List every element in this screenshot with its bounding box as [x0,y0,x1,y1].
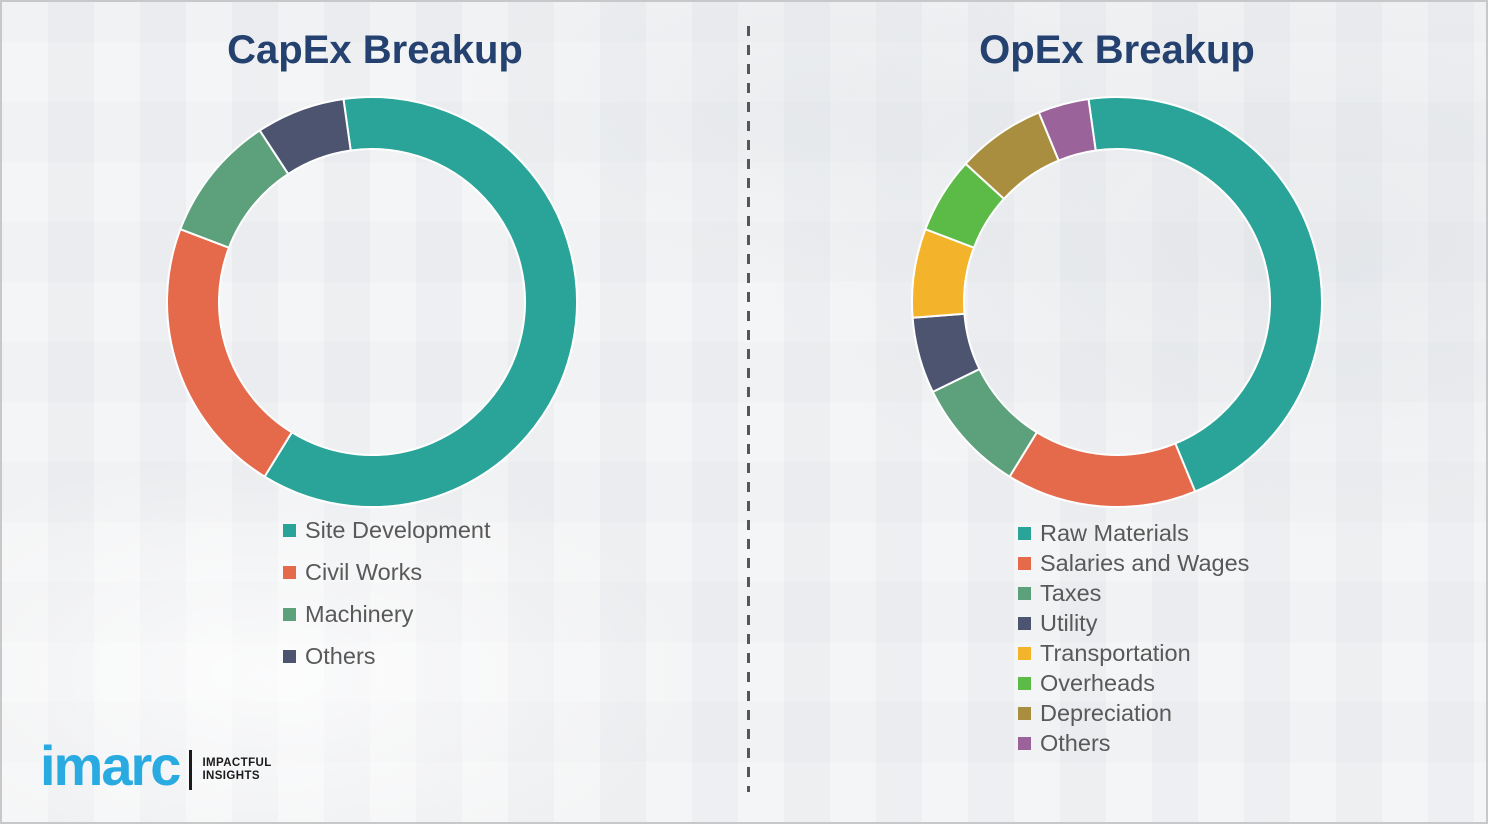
legend-swatch [1018,556,1031,570]
legend-swatch [1018,586,1031,600]
logo-tagline: IMPACTFUL INSIGHTS [202,757,271,784]
legend-label: Site Development [305,517,491,543]
legend-swatch [283,523,296,537]
imarc-logo-wordmark: imarc [40,734,181,797]
legend-item: Utility [1018,611,1249,635]
legend-label: Transportation [1040,640,1191,666]
legend-label: Raw Materials [1040,520,1189,546]
legend-swatch [283,649,296,663]
donut-segment-others [258,97,352,175]
legend-label: Others [1040,730,1111,756]
legend-label: Machinery [305,601,414,627]
legend-label: Overheads [1040,670,1155,696]
opex-chart-title: OpEx Breakup [979,28,1255,72]
legend-swatch [1018,526,1031,540]
legend-label: Salaries and Wages [1040,550,1250,576]
legend-swatch [1018,616,1031,630]
legend-swatch [283,565,296,579]
donut-segment-others [1037,97,1097,162]
legend-item: Others [1018,731,1249,755]
legend-swatch [283,607,296,621]
opex-legend: Raw Materials Salaries and Wages Taxes Util… [1018,521,1249,755]
legend-item: Taxes [1018,581,1249,605]
legend-swatch [1018,646,1031,660]
imarc-logo: imarc IMPACTFUL INSIGHTS [40,738,272,794]
legend-item: Overheads [1018,671,1249,695]
legend-label: Others [305,643,376,669]
logo-divider-bar [189,750,193,790]
capex-legend: Site Development Civil Works Machinery Othe… [283,518,491,668]
donut-segment-civil-works [166,228,293,478]
legend-item: Salaries and Wages [1018,551,1249,575]
legend-item: Transportation [1018,641,1249,665]
legend-label: Depreciation [1040,700,1172,726]
legend-item: Others [283,644,491,668]
legend-item: Site Development [283,518,491,542]
legend-item: Machinery [283,602,491,626]
opex-donut-chart [911,96,1323,508]
logo-tagline-line2: INSIGHTS [202,770,260,782]
legend-label: Civil Works [305,559,423,585]
panel-divider-dashed-line [747,26,750,792]
legend-item: Raw Materials [1018,521,1249,545]
legend-item: Civil Works [283,560,491,584]
logo-tagline-line1: IMPACTFUL [202,756,272,769]
capex-chart-title: CapEx Breakup [227,28,523,72]
capex-donut-chart [166,96,578,508]
donut-segment-raw-materials [1087,96,1323,493]
legend-label: Utility [1040,610,1098,636]
legend-swatch [1018,676,1031,690]
donut-segment-salaries-and-wages [1008,431,1197,508]
legend-swatch [1018,736,1031,750]
legend-label: Taxes [1040,580,1102,606]
donut-segment-site-development [263,96,578,508]
legend-swatch [1018,706,1031,720]
legend-item: Depreciation [1018,701,1249,725]
